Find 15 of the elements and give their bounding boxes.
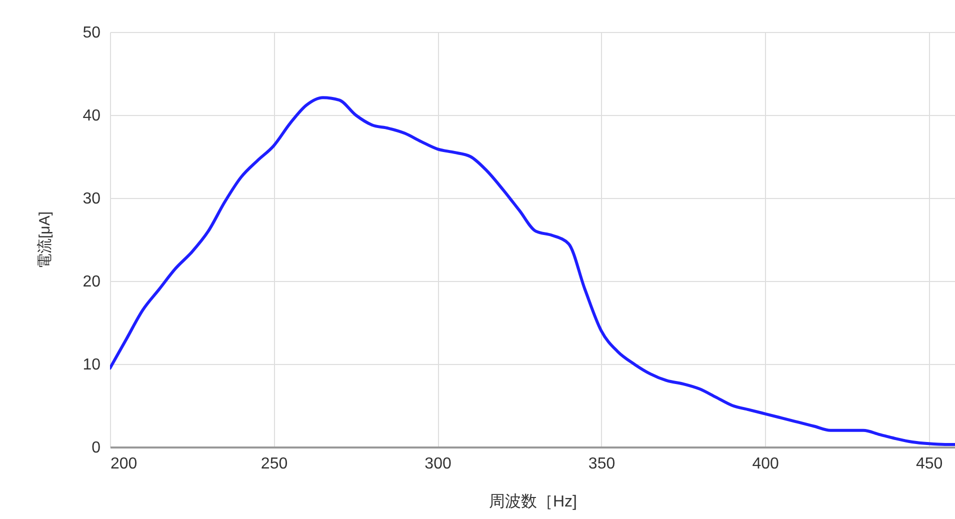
y-tick-label: 10 <box>82 356 101 374</box>
x-tick-label: 200 <box>110 456 138 472</box>
x-tick-label: 400 <box>752 456 779 472</box>
line-series <box>110 96 955 446</box>
x-axis-title: 周波数［Hz] <box>489 492 577 510</box>
y-axis-title: 電流[μA] <box>36 212 54 268</box>
x-tick-label: 300 <box>424 456 452 472</box>
x-tick-label: 450 <box>916 456 943 472</box>
y-tick-label: 40 <box>82 108 101 124</box>
x-tick-label: 250 <box>260 456 288 472</box>
y-tick-label: 0 <box>92 440 101 456</box>
y-tick-label: 30 <box>82 190 101 208</box>
x-tick-label: 350 <box>588 456 616 472</box>
y-tick-label: 20 <box>82 274 101 290</box>
y-tick-label: 50 <box>82 24 101 42</box>
